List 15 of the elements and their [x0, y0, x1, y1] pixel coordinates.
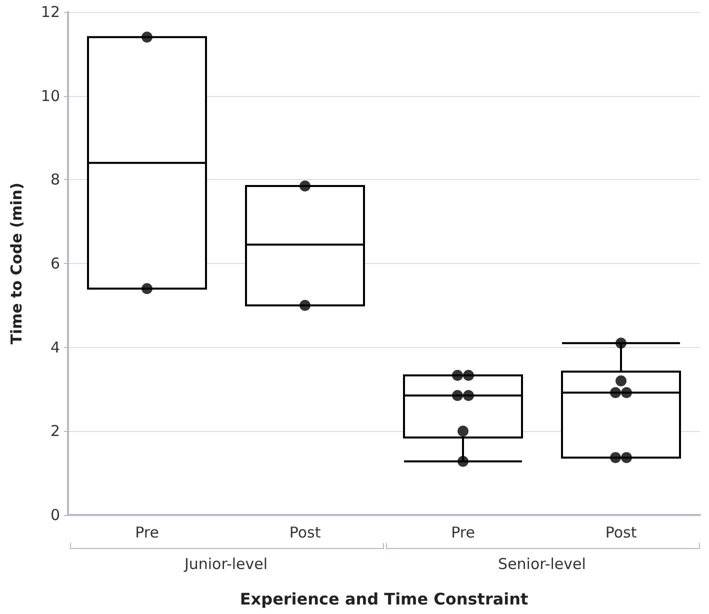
y-tick-label: 4 [50, 338, 60, 356]
y-axis-title: Time to Code (min) [8, 182, 26, 344]
x-tick-label: Pre [451, 524, 475, 542]
x-tick-label: Post [289, 524, 321, 542]
y-tick-label: 8 [50, 170, 60, 189]
x-tick-label: Post [605, 524, 637, 542]
x-tick-label: Pre [135, 524, 159, 542]
text: Senior-level [497, 555, 587, 573]
text: Junior-level [182, 555, 269, 573]
y-tick-label: 0 [50, 506, 60, 524]
y-tick-label: 10 [40, 86, 60, 105]
y-tick-label: 12 [40, 3, 60, 21]
y-tick-label: 2 [50, 422, 60, 440]
y-tick-label: 6 [50, 254, 60, 272]
x-axis-title: Experience and Time Constraint [240, 590, 528, 608]
